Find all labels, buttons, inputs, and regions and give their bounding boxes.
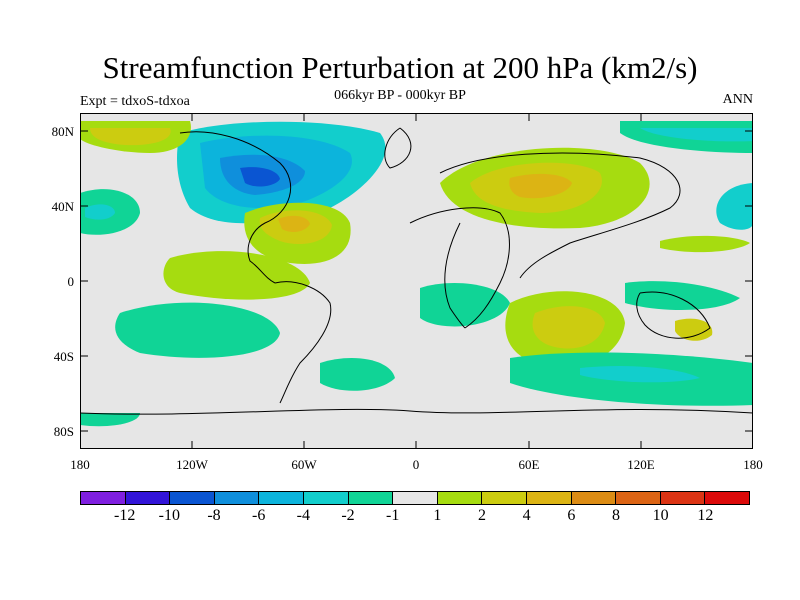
map-title: Streamfunction Perturbation at 200 hPa (… (102, 50, 698, 85)
colorbar-label: -12 (113, 507, 136, 524)
colorbar-label: -6 (251, 507, 266, 524)
colorbar-label: -1 (385, 507, 400, 524)
colorbar-swatch (170, 492, 215, 504)
colorbar-swatch (259, 492, 304, 504)
colorbar-label: -4 (296, 507, 310, 524)
map-subtitle: 066kyr BP - 000kyr BP (334, 88, 466, 103)
colorbar-swatch (616, 492, 661, 504)
y-tick-label: 80S (53, 424, 74, 439)
colorbar-label: -2 (341, 507, 355, 524)
colorbar-label: 6 (567, 507, 576, 524)
colorbar-swatch (393, 492, 438, 504)
colorbar-label: 10 (652, 507, 669, 524)
x-tick-label: 60E (518, 457, 540, 472)
colorbar-label: 8 (612, 507, 620, 524)
colorbar-swatch (81, 492, 126, 504)
x-tick-label: 180 (743, 457, 763, 472)
y-tick-label: 40S (53, 349, 74, 364)
experiment-label: Expt = tdxoS-tdxoa (80, 94, 190, 109)
colorbar-swatch (437, 492, 483, 504)
colorbar-swatch (214, 492, 260, 504)
coastlines (80, 127, 753, 415)
colorbar (80, 491, 750, 505)
colorbar-label: 1 (433, 507, 442, 524)
x-tick-label: 60W (291, 457, 317, 472)
y-tick-label: 80N (51, 124, 74, 139)
field-shading (80, 121, 753, 427)
y-tick-label: 0 (67, 274, 75, 289)
colorbar-swatch (348, 492, 394, 504)
colorbar-swatch (303, 492, 349, 504)
y-tick-label: 40N (51, 199, 74, 214)
colorbar-swatch (571, 492, 617, 504)
colorbar-label: 4 (522, 507, 531, 524)
colorbar-swatch (705, 492, 749, 504)
colorbar-label: 12 (697, 507, 714, 524)
colorbar-swatch (482, 492, 527, 504)
x-tick-label: 120W (176, 457, 208, 472)
colorbar-swatch (125, 492, 171, 504)
x-tick-label: 180 (70, 457, 90, 472)
colorbar-label: -10 (158, 507, 180, 524)
axis-ticks (80, 113, 753, 449)
map-plot-area (80, 113, 753, 449)
colorbar-label: 2 (478, 507, 486, 524)
colorbar-label: -8 (207, 507, 221, 524)
colorbar-swatch (526, 492, 572, 504)
x-tick-label: 0 (412, 457, 420, 472)
season-label: ANN (722, 92, 753, 107)
colorbar-swatch (660, 492, 706, 504)
map-field-svg (80, 113, 753, 449)
x-tick-label: 120E (627, 457, 655, 472)
